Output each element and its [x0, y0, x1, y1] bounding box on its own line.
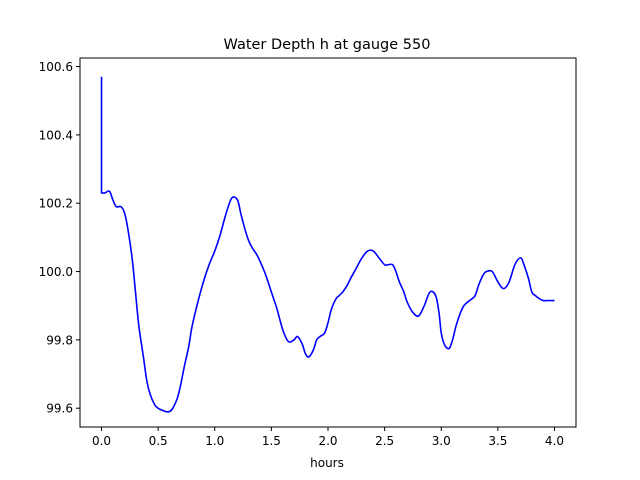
x-tick-label: 1.0	[205, 434, 224, 448]
x-tick-label: 3.5	[488, 434, 507, 448]
x-tick-label: 0.0	[92, 434, 111, 448]
y-tick-label: 100.2	[39, 197, 73, 211]
x-tick-label: 2.0	[318, 434, 337, 448]
y-tick-label: 100.4	[39, 128, 73, 142]
series-line	[100, 76, 555, 413]
y-tick-label: 100.0	[39, 265, 73, 279]
x-tick-label: 1.5	[262, 434, 281, 448]
x-tick-label: 4.0	[545, 434, 564, 448]
chart-title: Water Depth h at gauge 550	[224, 37, 431, 53]
x-axis-label: hours	[310, 456, 344, 470]
y-axis: 99.6 99.8 100.0 100.2 100.4 100.6	[39, 60, 80, 416]
x-axis: 0.0 0.5 1.0 1.5 2.0 2.5 3.0 3.5 4.0	[92, 427, 564, 448]
x-tick-label: 0.5	[149, 434, 168, 448]
x-tick-label: 3.0	[432, 434, 451, 448]
y-tick-label: 100.6	[39, 60, 73, 74]
y-tick-label: 99.6	[46, 402, 73, 416]
x-tick-label: 2.5	[375, 434, 394, 448]
axes-frame	[79, 57, 577, 428]
y-tick-label: 99.8	[46, 333, 73, 347]
plot-area	[100, 76, 555, 413]
